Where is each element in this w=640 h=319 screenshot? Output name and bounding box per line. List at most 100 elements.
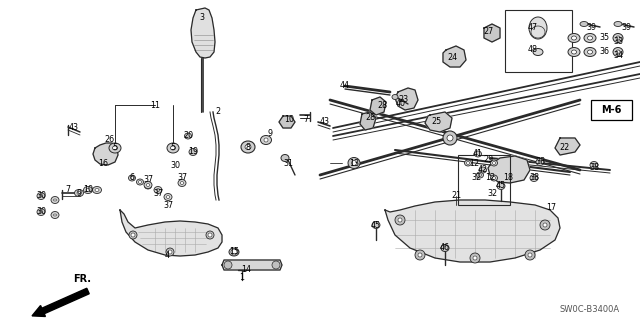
Ellipse shape: [77, 191, 81, 195]
Text: 25: 25: [432, 117, 442, 127]
Ellipse shape: [441, 244, 449, 251]
Text: 5: 5: [113, 144, 118, 152]
Ellipse shape: [572, 50, 577, 54]
Text: 38: 38: [589, 164, 599, 173]
Ellipse shape: [113, 146, 118, 150]
Ellipse shape: [264, 138, 268, 142]
Ellipse shape: [613, 48, 623, 56]
Text: 7: 7: [303, 115, 308, 124]
Ellipse shape: [568, 48, 580, 56]
Text: 31: 31: [283, 160, 293, 168]
FancyArrow shape: [32, 288, 89, 316]
Text: 37: 37: [163, 202, 173, 211]
Ellipse shape: [281, 154, 289, 161]
Ellipse shape: [467, 161, 470, 165]
Circle shape: [418, 253, 422, 257]
Circle shape: [272, 261, 280, 269]
Polygon shape: [360, 112, 376, 130]
Ellipse shape: [131, 176, 134, 180]
Circle shape: [398, 218, 402, 222]
Ellipse shape: [616, 50, 620, 54]
Text: 3: 3: [200, 13, 205, 23]
Text: 35: 35: [599, 33, 609, 42]
Polygon shape: [93, 143, 118, 165]
Text: 8: 8: [246, 143, 250, 152]
Ellipse shape: [532, 176, 536, 180]
Ellipse shape: [109, 143, 121, 153]
Ellipse shape: [245, 145, 251, 150]
Ellipse shape: [86, 189, 90, 191]
Ellipse shape: [490, 160, 497, 166]
Ellipse shape: [568, 33, 580, 42]
Ellipse shape: [614, 21, 622, 26]
Text: 45: 45: [371, 220, 381, 229]
Ellipse shape: [145, 183, 152, 189]
Text: 42: 42: [478, 166, 488, 174]
Text: 32: 32: [487, 189, 497, 197]
Ellipse shape: [170, 146, 175, 150]
Text: 24: 24: [447, 54, 457, 63]
Polygon shape: [443, 46, 466, 67]
Text: 12: 12: [469, 159, 479, 167]
Text: 46: 46: [440, 243, 450, 253]
Ellipse shape: [166, 196, 170, 198]
Circle shape: [166, 248, 174, 256]
Ellipse shape: [37, 192, 45, 199]
Ellipse shape: [37, 209, 45, 216]
Ellipse shape: [138, 181, 141, 183]
Ellipse shape: [477, 172, 483, 178]
Circle shape: [208, 233, 212, 237]
Circle shape: [540, 220, 550, 230]
Text: 34: 34: [613, 51, 623, 61]
Ellipse shape: [493, 161, 495, 165]
Text: 14: 14: [241, 265, 251, 275]
Ellipse shape: [167, 143, 179, 153]
Ellipse shape: [465, 160, 472, 166]
Circle shape: [473, 256, 477, 260]
Text: 11: 11: [150, 100, 160, 109]
Ellipse shape: [392, 94, 398, 100]
Bar: [505, 10, 572, 72]
Text: 10: 10: [83, 186, 93, 195]
Ellipse shape: [136, 179, 143, 185]
Ellipse shape: [613, 33, 623, 42]
Ellipse shape: [93, 187, 102, 194]
Circle shape: [168, 250, 172, 254]
Text: 43: 43: [320, 117, 330, 127]
Text: 20: 20: [183, 131, 193, 140]
Ellipse shape: [229, 248, 239, 256]
Ellipse shape: [593, 164, 595, 167]
Ellipse shape: [479, 167, 486, 173]
Ellipse shape: [351, 160, 356, 166]
Text: 9: 9: [76, 189, 81, 197]
Text: 9: 9: [268, 129, 273, 137]
Text: 22: 22: [560, 144, 570, 152]
Text: 33: 33: [613, 38, 623, 47]
Ellipse shape: [372, 221, 380, 228]
Text: 28: 28: [365, 114, 375, 122]
Text: M-6: M-6: [602, 105, 621, 115]
Ellipse shape: [157, 189, 159, 191]
Text: 17: 17: [546, 204, 556, 212]
Text: 39: 39: [586, 23, 596, 32]
Ellipse shape: [147, 184, 150, 188]
Text: 38: 38: [529, 174, 539, 182]
Text: 37: 37: [153, 189, 163, 197]
Polygon shape: [370, 97, 386, 115]
Ellipse shape: [529, 17, 547, 39]
Circle shape: [543, 223, 547, 227]
Ellipse shape: [580, 21, 588, 26]
Ellipse shape: [260, 136, 271, 145]
Ellipse shape: [241, 141, 255, 153]
Text: 32: 32: [471, 174, 481, 182]
Text: 36: 36: [599, 48, 609, 56]
Text: 38: 38: [535, 158, 545, 167]
Text: 28: 28: [377, 100, 387, 109]
Text: 47: 47: [528, 24, 538, 33]
Text: 7: 7: [65, 184, 70, 194]
Ellipse shape: [590, 161, 598, 168]
Circle shape: [231, 249, 237, 255]
Ellipse shape: [493, 176, 495, 180]
Polygon shape: [191, 8, 215, 58]
Text: 4: 4: [164, 250, 170, 259]
